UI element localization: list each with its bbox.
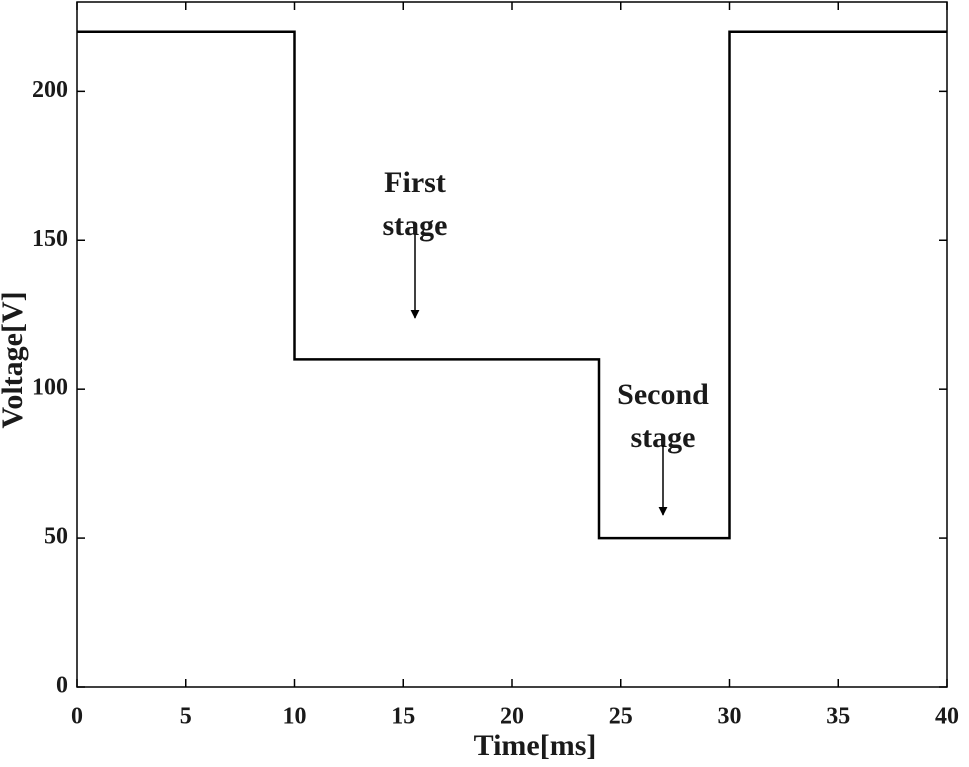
y-tick-label: 50 bbox=[44, 524, 68, 550]
x-tick-label: 25 bbox=[609, 704, 633, 730]
annotation: First bbox=[384, 166, 446, 199]
annotation: Second bbox=[617, 378, 709, 411]
y-tick-label: 100 bbox=[32, 375, 68, 401]
x-tick-label: 35 bbox=[826, 704, 850, 730]
line bbox=[77, 30, 947, 540]
x-tick-label: 40 bbox=[935, 704, 959, 730]
y-tick-label: 150 bbox=[32, 226, 68, 252]
x-tick-label: 5 bbox=[180, 704, 192, 730]
x-tick-label: 20 bbox=[500, 704, 524, 730]
x-tick-label: 30 bbox=[718, 704, 742, 730]
x-tick-label: 0 bbox=[71, 704, 83, 730]
x-tick-label: 15 bbox=[391, 704, 415, 730]
x-tick-label: 10 bbox=[283, 704, 307, 730]
y-tick-label: 200 bbox=[32, 77, 68, 103]
y-axis-label: Voltage[V] bbox=[0, 291, 29, 428]
x-axis-label: Time[ms] bbox=[474, 729, 597, 762]
y-tick-label: 0 bbox=[56, 673, 68, 699]
plot-frame bbox=[76, 1, 948, 688]
